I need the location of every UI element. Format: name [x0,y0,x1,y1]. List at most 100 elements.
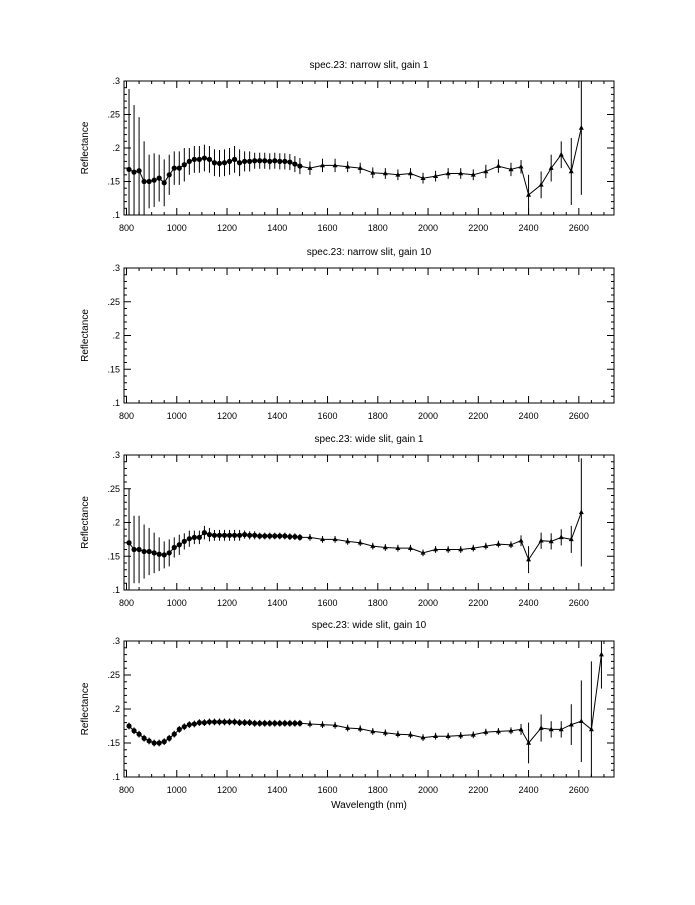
data-point [433,173,439,178]
data-point [231,156,238,162]
data-point [558,151,564,157]
data-point [282,533,288,539]
x-tick-label: 2400 [519,223,539,233]
x-axis-label: Wavelength (nm) [331,800,407,811]
data-point [262,158,268,164]
data-point [191,534,197,540]
x-tick-label: 1400 [267,411,287,421]
data-point [141,178,147,185]
data-point [126,723,132,729]
data-point [252,532,258,538]
x-tick-label: 1200 [217,411,237,421]
data-point [558,726,564,732]
data-point [146,548,152,555]
y-tick-label: .1 [112,210,120,220]
x-tick-label: 2400 [519,598,539,608]
data-point [370,543,376,548]
x-tick-label: 1000 [167,223,187,233]
data-point [420,734,426,740]
data-point [568,721,574,727]
x-tick-label: 1600 [318,785,338,795]
x-tick-label: 800 [119,785,134,795]
data-point [297,163,303,169]
data-point [252,720,258,726]
data-point [252,158,258,164]
data-point [156,551,162,557]
data-point [171,544,177,551]
data-point [395,172,401,177]
data-point [332,722,338,728]
data-point [297,534,303,540]
data-point [345,725,351,730]
data-layer [126,641,604,777]
x-tick-label: 2600 [569,223,589,233]
data-point [171,165,177,171]
data-point [231,532,238,538]
data-point [201,155,208,161]
y-tick-label: .2 [112,331,120,341]
data-point [345,538,351,544]
data-point [526,192,532,197]
data-point [166,735,172,741]
data-point [578,718,584,724]
data-point [221,719,228,725]
x-tick-label: 1800 [368,785,388,795]
data-point [287,159,293,165]
data-point [538,725,544,730]
data-point [186,722,192,728]
data-point [236,532,243,538]
data-point [211,532,218,538]
data-point [206,532,213,538]
data-point [161,552,167,558]
data-point [126,166,132,173]
series-line [128,512,582,561]
chart-panel-4: spec.23: wide slit, gain 10 Reflectance Wa… [80,620,615,811]
data-point [156,175,162,181]
data-point [257,533,263,539]
data-point [181,724,187,730]
data-point [508,727,514,733]
data-point [131,546,137,553]
data-point [407,170,413,176]
data-point [196,534,202,540]
data-layer [126,458,584,590]
data-point [136,731,142,737]
data-point [382,170,388,176]
x-tick-label: 1400 [267,223,287,233]
data-point [483,729,489,734]
y-tick-label: .15 [107,177,120,187]
x-tick-label: 2600 [569,411,589,421]
data-point [357,165,363,170]
data-point [307,721,313,726]
data-point [287,534,293,540]
data-point [548,538,554,544]
x-tick-label: 1800 [368,223,388,233]
x-tick-label: 2000 [418,598,438,608]
data-point [320,721,326,727]
chart-title: spec.23: wide slit, gain 1 [315,434,424,445]
data-point [483,543,489,548]
chart-panel-3: spec.23: wide slit, gain 1 Reflectance 800… [80,434,615,608]
data-point [508,166,514,172]
data-point [370,728,376,734]
data-point [247,158,253,164]
data-point [151,550,157,556]
data-point [231,719,238,725]
data-point [151,177,157,183]
data-point [267,533,273,539]
data-point [201,720,208,726]
data-point [395,545,401,550]
data-point [297,720,303,726]
data-point [226,532,233,538]
x-tick-label: 2400 [519,785,539,795]
data-point [151,740,157,746]
data-point [307,165,313,170]
data-point [277,158,283,164]
data-point [181,162,187,168]
y-tick-label: .15 [107,738,120,748]
data-point [495,163,501,168]
data-point [257,720,263,726]
data-point [131,169,137,175]
data-point [171,731,177,737]
